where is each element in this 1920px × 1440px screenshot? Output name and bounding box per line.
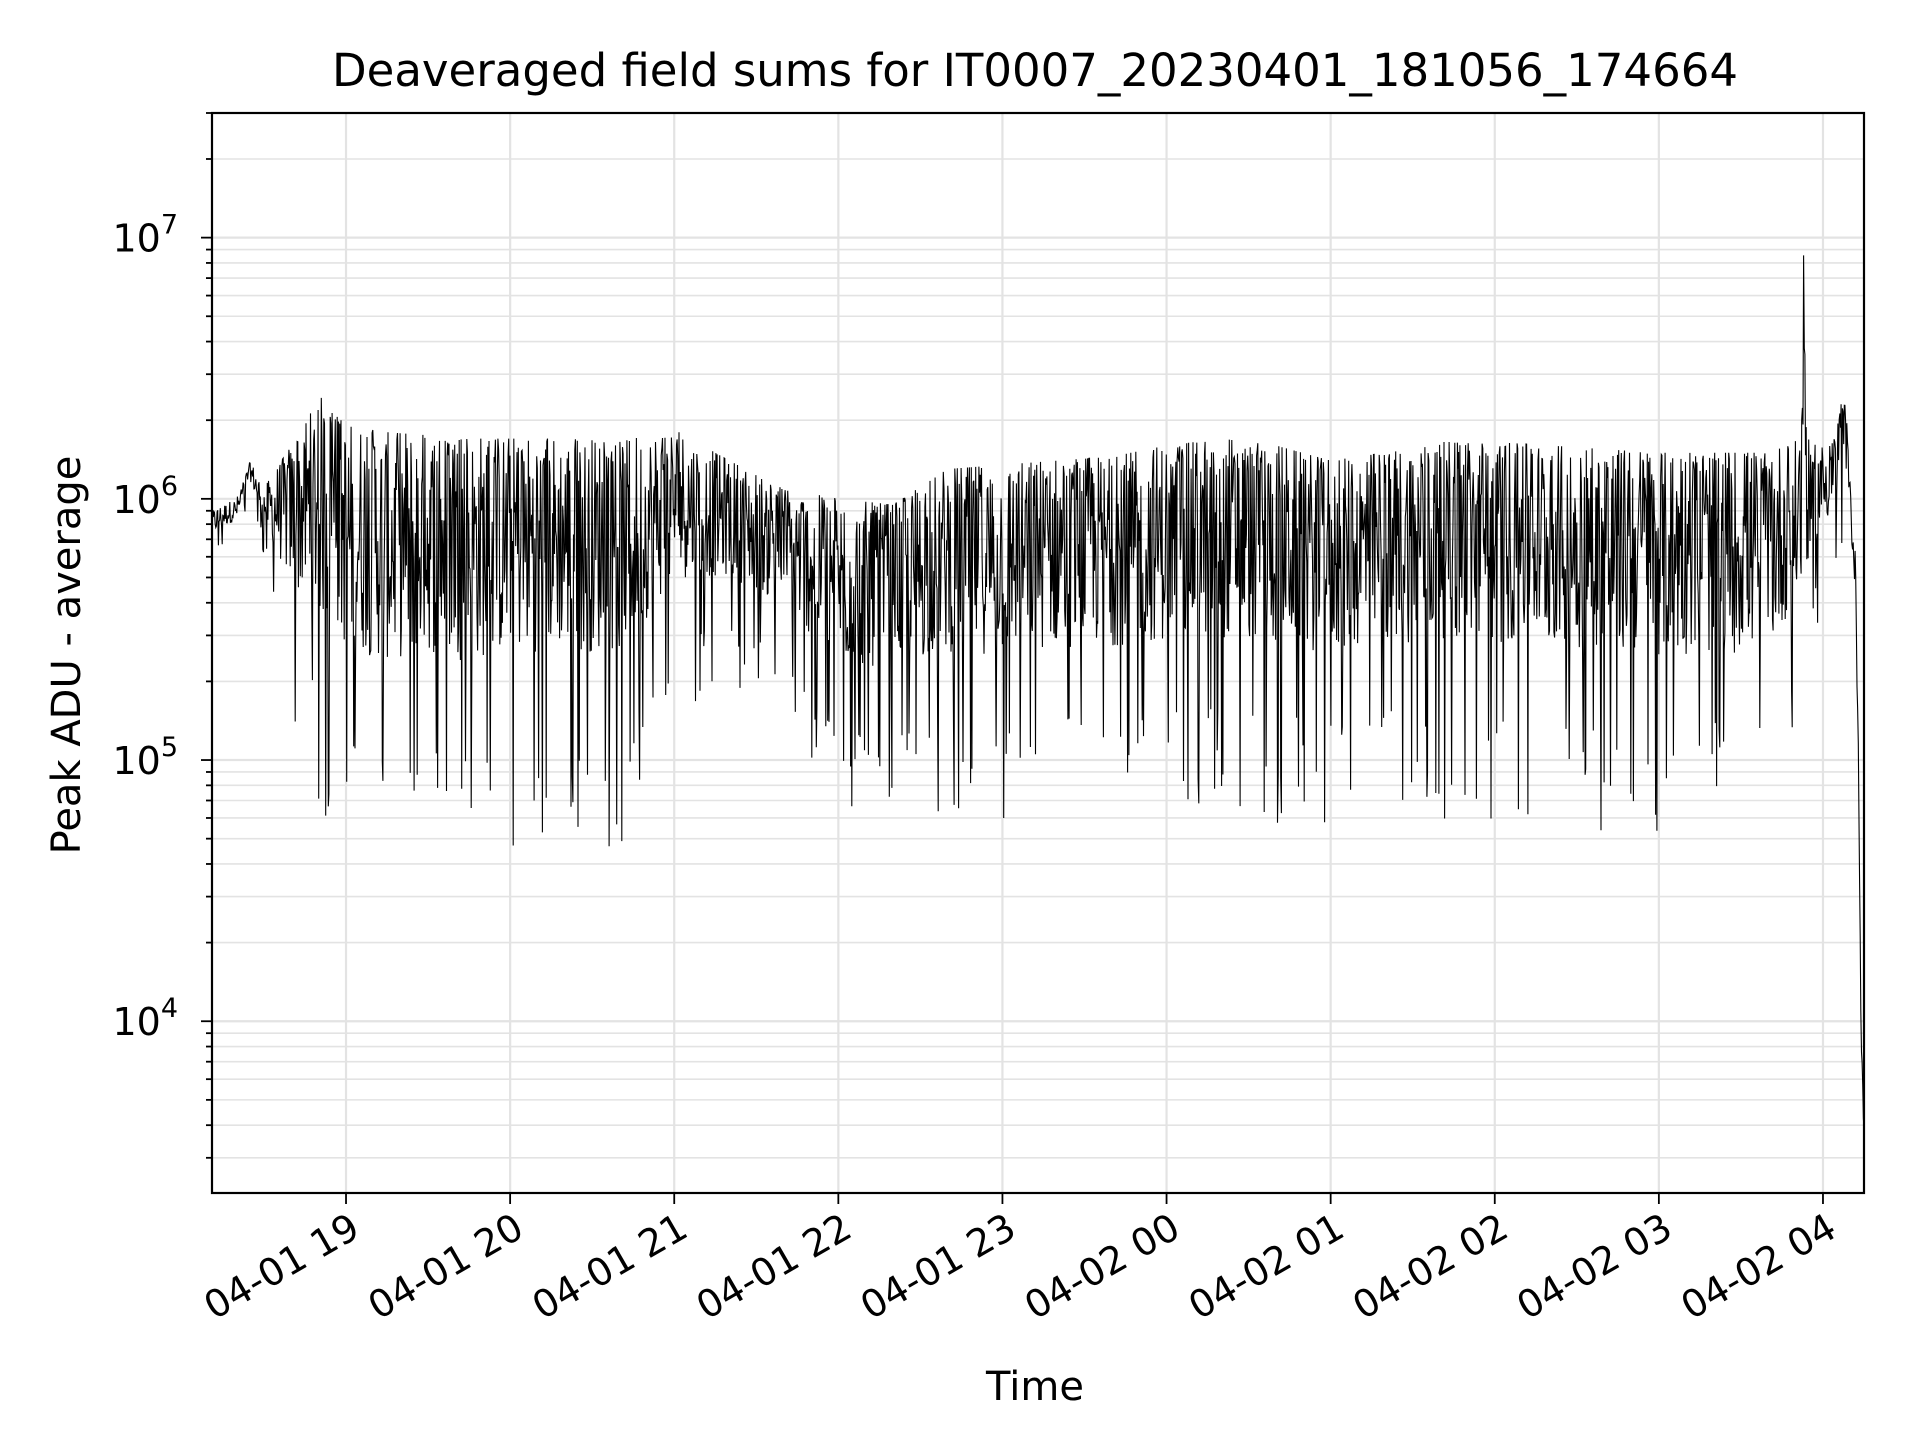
series-line — [211, 255, 1865, 1129]
x-tick-label: 04-02 01 — [1181, 1205, 1351, 1329]
x-tick-label: 04-01 19 — [197, 1205, 367, 1329]
x-tick-label: 04-01 21 — [525, 1205, 695, 1329]
chart-title: Deaveraged field sums for IT0007_2023040… — [332, 44, 1738, 97]
y-axis-label: Peak ADU - average — [44, 456, 90, 855]
x-tick-label: 04-02 02 — [1345, 1205, 1515, 1329]
y-tick-label: 105 — [112, 732, 178, 783]
data-series — [211, 255, 1865, 1129]
x-tick-label: 04-01 23 — [853, 1205, 1023, 1329]
x-tick-label: 04-02 00 — [1017, 1205, 1187, 1329]
y-tick-label: 104 — [112, 993, 178, 1044]
x-tick-label: 04-02 03 — [1509, 1205, 1679, 1329]
x-axis-label: Time — [985, 1364, 1084, 1410]
x-tick-label: 04-01 20 — [361, 1205, 531, 1329]
y-tick-label: 107 — [112, 210, 178, 261]
x-tick-label: 04-02 04 — [1674, 1205, 1844, 1329]
y-axis: 104 105 106 107 — [112, 112, 212, 1159]
x-tick-label: 04-01 22 — [689, 1205, 859, 1329]
plot-frame — [210, 111, 1866, 1195]
y-tick-label: 106 — [112, 471, 178, 522]
